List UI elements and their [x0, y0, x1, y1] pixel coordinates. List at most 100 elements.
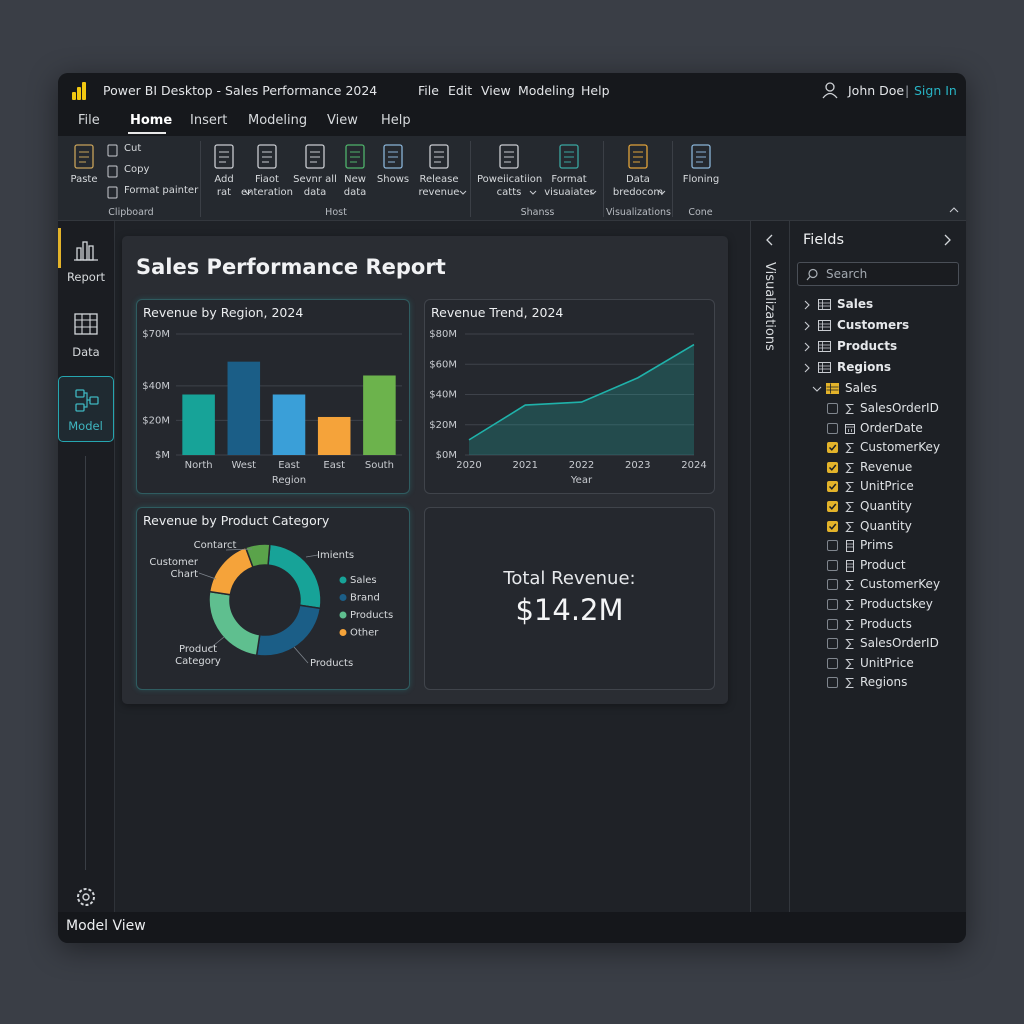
icon-detail: [262, 151, 272, 163]
icon-shape: [818, 362, 831, 373]
line: [468, 343, 695, 441]
field-item[interactable]: Quantity: [826, 499, 960, 515]
visual-panel[interactable]: [424, 299, 715, 494]
lens: [808, 268, 818, 279]
sidebar-item[interactable]: Report: [58, 226, 114, 292]
icon-shape: [214, 144, 234, 169]
ribbon-icon: [559, 144, 579, 169]
field-item[interactable]: Product: [826, 558, 960, 574]
ribbon-tab[interactable]: Help: [381, 113, 411, 128]
ribbon-tab[interactable]: Insert: [190, 113, 228, 128]
field-item[interactable]: Prims: [826, 538, 960, 554]
callout-label: Chart: [171, 569, 199, 580]
small-button-label: Copy: [124, 164, 150, 175]
callout-label: Contarct: [194, 540, 237, 551]
field-name: Products: [860, 616, 912, 631]
visual-panel[interactable]: [136, 507, 410, 690]
ribbon-group-label: Host: [325, 207, 347, 218]
field-type-icon: [845, 423, 855, 434]
ribbon-button[interactable]: Sevnr all data: [283, 140, 347, 204]
menu-item[interactable]: Help: [581, 83, 610, 98]
gear-outer: [77, 888, 95, 906]
sidebar-label: Data: [72, 345, 100, 359]
sidebar-item[interactable]: Data: [58, 301, 114, 367]
ribbon-group-label: Shanss: [520, 207, 555, 218]
field-table[interactable]: Customers: [800, 318, 960, 334]
field-item[interactable]: SalesOrderID: [826, 636, 960, 652]
menu-item[interactable]: Modeling: [518, 83, 575, 98]
search-placeholder: Search: [826, 267, 868, 281]
icon-shape: [383, 144, 403, 169]
ribbon-tab[interactable]: Home: [130, 113, 173, 128]
ribbon-button[interactable]: Format visuaiater: [537, 140, 601, 204]
donut-segment: [255, 604, 322, 657]
ribbon-button[interactable]: Fiaot enteration: [235, 140, 299, 204]
sign-in-link[interactable]: Sign In: [914, 83, 957, 98]
callout-label: Category: [175, 656, 221, 667]
menu-item[interactable]: File: [418, 83, 439, 98]
ribbon-icon: [691, 144, 711, 169]
checkbox-box: [827, 579, 838, 591]
field-item[interactable]: CustomerKey: [826, 440, 960, 456]
icon-detail: [564, 151, 574, 163]
sigma: [845, 501, 854, 513]
icon-shape: [89, 396, 99, 405]
field-table-expanded[interactable]: Sales: [810, 381, 960, 397]
checkbox-box: [827, 599, 838, 610]
field-item[interactable]: SalesOrderID: [826, 401, 960, 417]
ribbon-divider: [672, 141, 673, 217]
ribbon-button[interactable]: New data: [323, 140, 387, 204]
x-tick-label: East: [278, 460, 300, 471]
field-item[interactable]: Regions: [826, 675, 960, 691]
menu-item[interactable]: View: [481, 83, 511, 98]
card-visual[interactable]: [424, 507, 715, 690]
fields-pane-bg: [790, 221, 966, 912]
sidebar-item[interactable]: Model: [58, 376, 114, 442]
icon-detail: [696, 151, 706, 163]
small-button-label: Format painter: [124, 185, 199, 196]
sigma: [845, 599, 854, 611]
ribbon-button[interactable]: Data bredocom: [606, 140, 670, 204]
field-item[interactable]: Productskey: [826, 597, 960, 613]
visualizations-title[interactable]: Visualizations: [762, 262, 777, 351]
ribbon-icon: [257, 144, 277, 169]
checkbox: [827, 501, 838, 512]
legend-label: Products: [350, 610, 393, 621]
check: [828, 503, 837, 510]
ribbon-button[interactable]: Shows: [361, 140, 425, 204]
sidebar-icon: [75, 389, 99, 412]
field-item[interactable]: UnitPrice: [826, 479, 960, 495]
ribbon-button[interactable]: Release revenue: [407, 140, 471, 204]
field-item[interactable]: Quantity: [826, 519, 960, 535]
search-box[interactable]: Search: [797, 262, 959, 286]
ribbon-button[interactable]: Floning: [669, 140, 733, 204]
field-item[interactable]: Products: [826, 617, 960, 633]
field-name: UnitPrice: [860, 479, 914, 494]
field-item[interactable]: Revenue: [826, 460, 960, 476]
field-type-icon: [845, 639, 854, 650]
table-name: Sales: [837, 297, 874, 311]
menu-item[interactable]: Edit: [448, 83, 473, 98]
x-tick-label: South: [365, 460, 394, 471]
callout-line: [305, 554, 319, 558]
ribbon-button[interactable]: Paste: [52, 140, 116, 204]
field-table[interactable]: Products: [800, 339, 960, 355]
field-item[interactable]: CustomerKey: [826, 577, 960, 593]
checkbox: [827, 579, 838, 591]
field-table[interactable]: Regions: [800, 360, 960, 376]
ribbon-tab[interactable]: Modeling: [248, 113, 308, 128]
field-item[interactable]: UnitPrice: [826, 656, 960, 672]
logo-bar: [82, 82, 86, 100]
field-item[interactable]: OrderDate: [826, 421, 960, 437]
chevron: [944, 234, 951, 246]
field-name: CustomerKey: [860, 577, 941, 592]
icon-shape: [88, 245, 94, 261]
ribbon-button[interactable]: Add rat: [192, 140, 256, 204]
field-table[interactable]: Sales: [800, 297, 960, 313]
table-icon: [818, 299, 831, 310]
chevron: [949, 207, 959, 213]
ribbon-tab[interactable]: View: [327, 113, 358, 128]
ribbon-button[interactable]: Poweiicatiion catts: [477, 140, 542, 204]
checkbox: [827, 540, 838, 552]
ribbon-tab[interactable]: File: [78, 113, 100, 128]
